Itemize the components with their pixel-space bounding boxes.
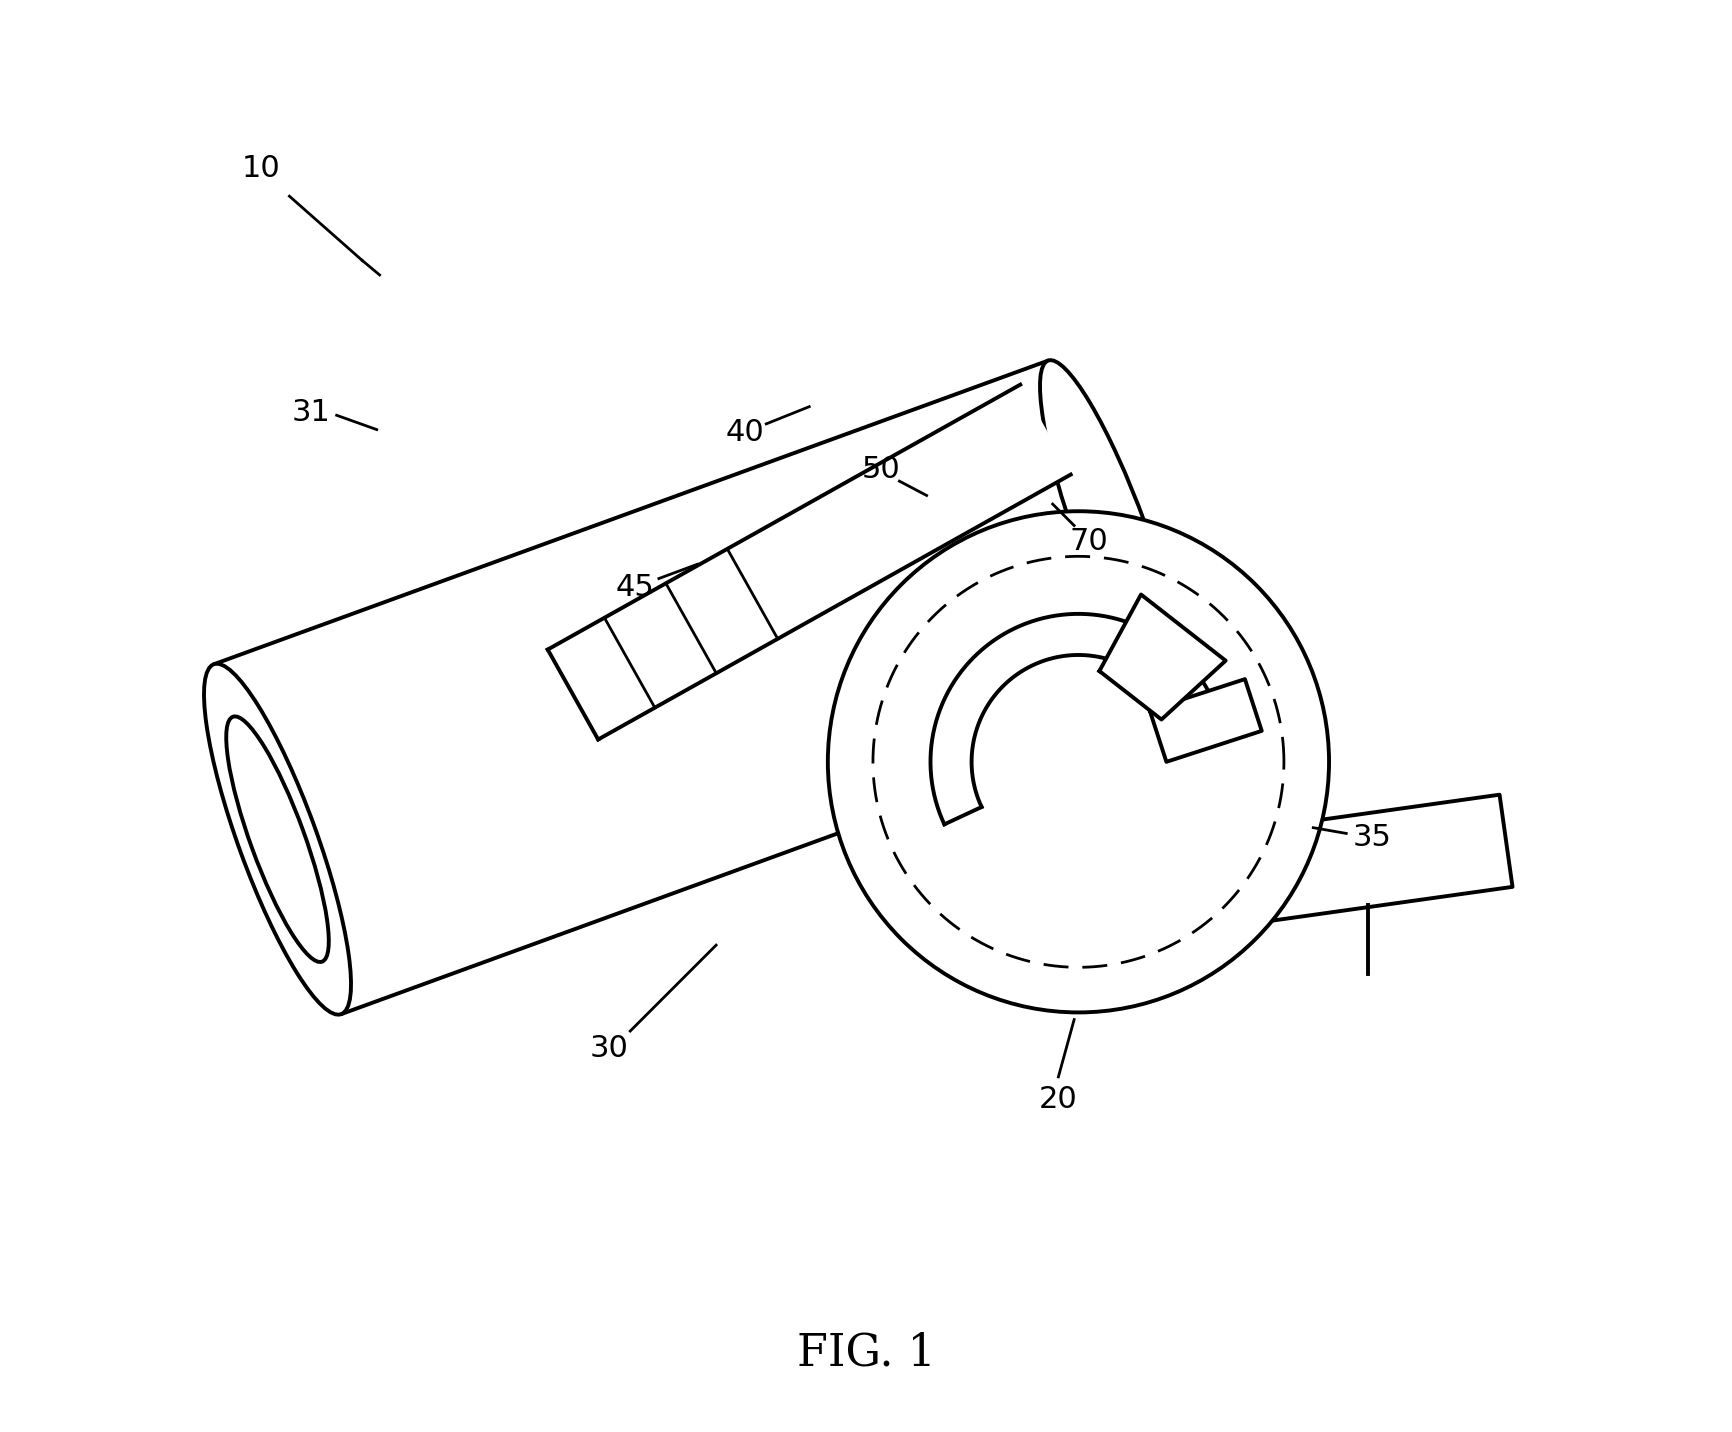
Polygon shape: [1098, 594, 1225, 719]
Ellipse shape: [204, 664, 352, 1015]
Text: 10: 10: [241, 155, 281, 183]
Text: 40: 40: [726, 418, 764, 447]
Text: 35: 35: [1351, 823, 1391, 852]
Text: 50: 50: [861, 455, 899, 484]
Polygon shape: [930, 614, 1212, 825]
Polygon shape: [1237, 795, 1512, 924]
Text: 31: 31: [291, 398, 331, 427]
Circle shape: [828, 511, 1328, 1012]
Ellipse shape: [1039, 361, 1183, 710]
Text: 45: 45: [615, 573, 653, 601]
Text: 30: 30: [589, 1034, 627, 1063]
Polygon shape: [213, 361, 1174, 1014]
Polygon shape: [1148, 679, 1261, 762]
Text: 20: 20: [1039, 1085, 1077, 1114]
Text: FIG. 1: FIG. 1: [797, 1332, 935, 1375]
Polygon shape: [547, 385, 1070, 739]
Text: 70: 70: [1069, 527, 1107, 556]
